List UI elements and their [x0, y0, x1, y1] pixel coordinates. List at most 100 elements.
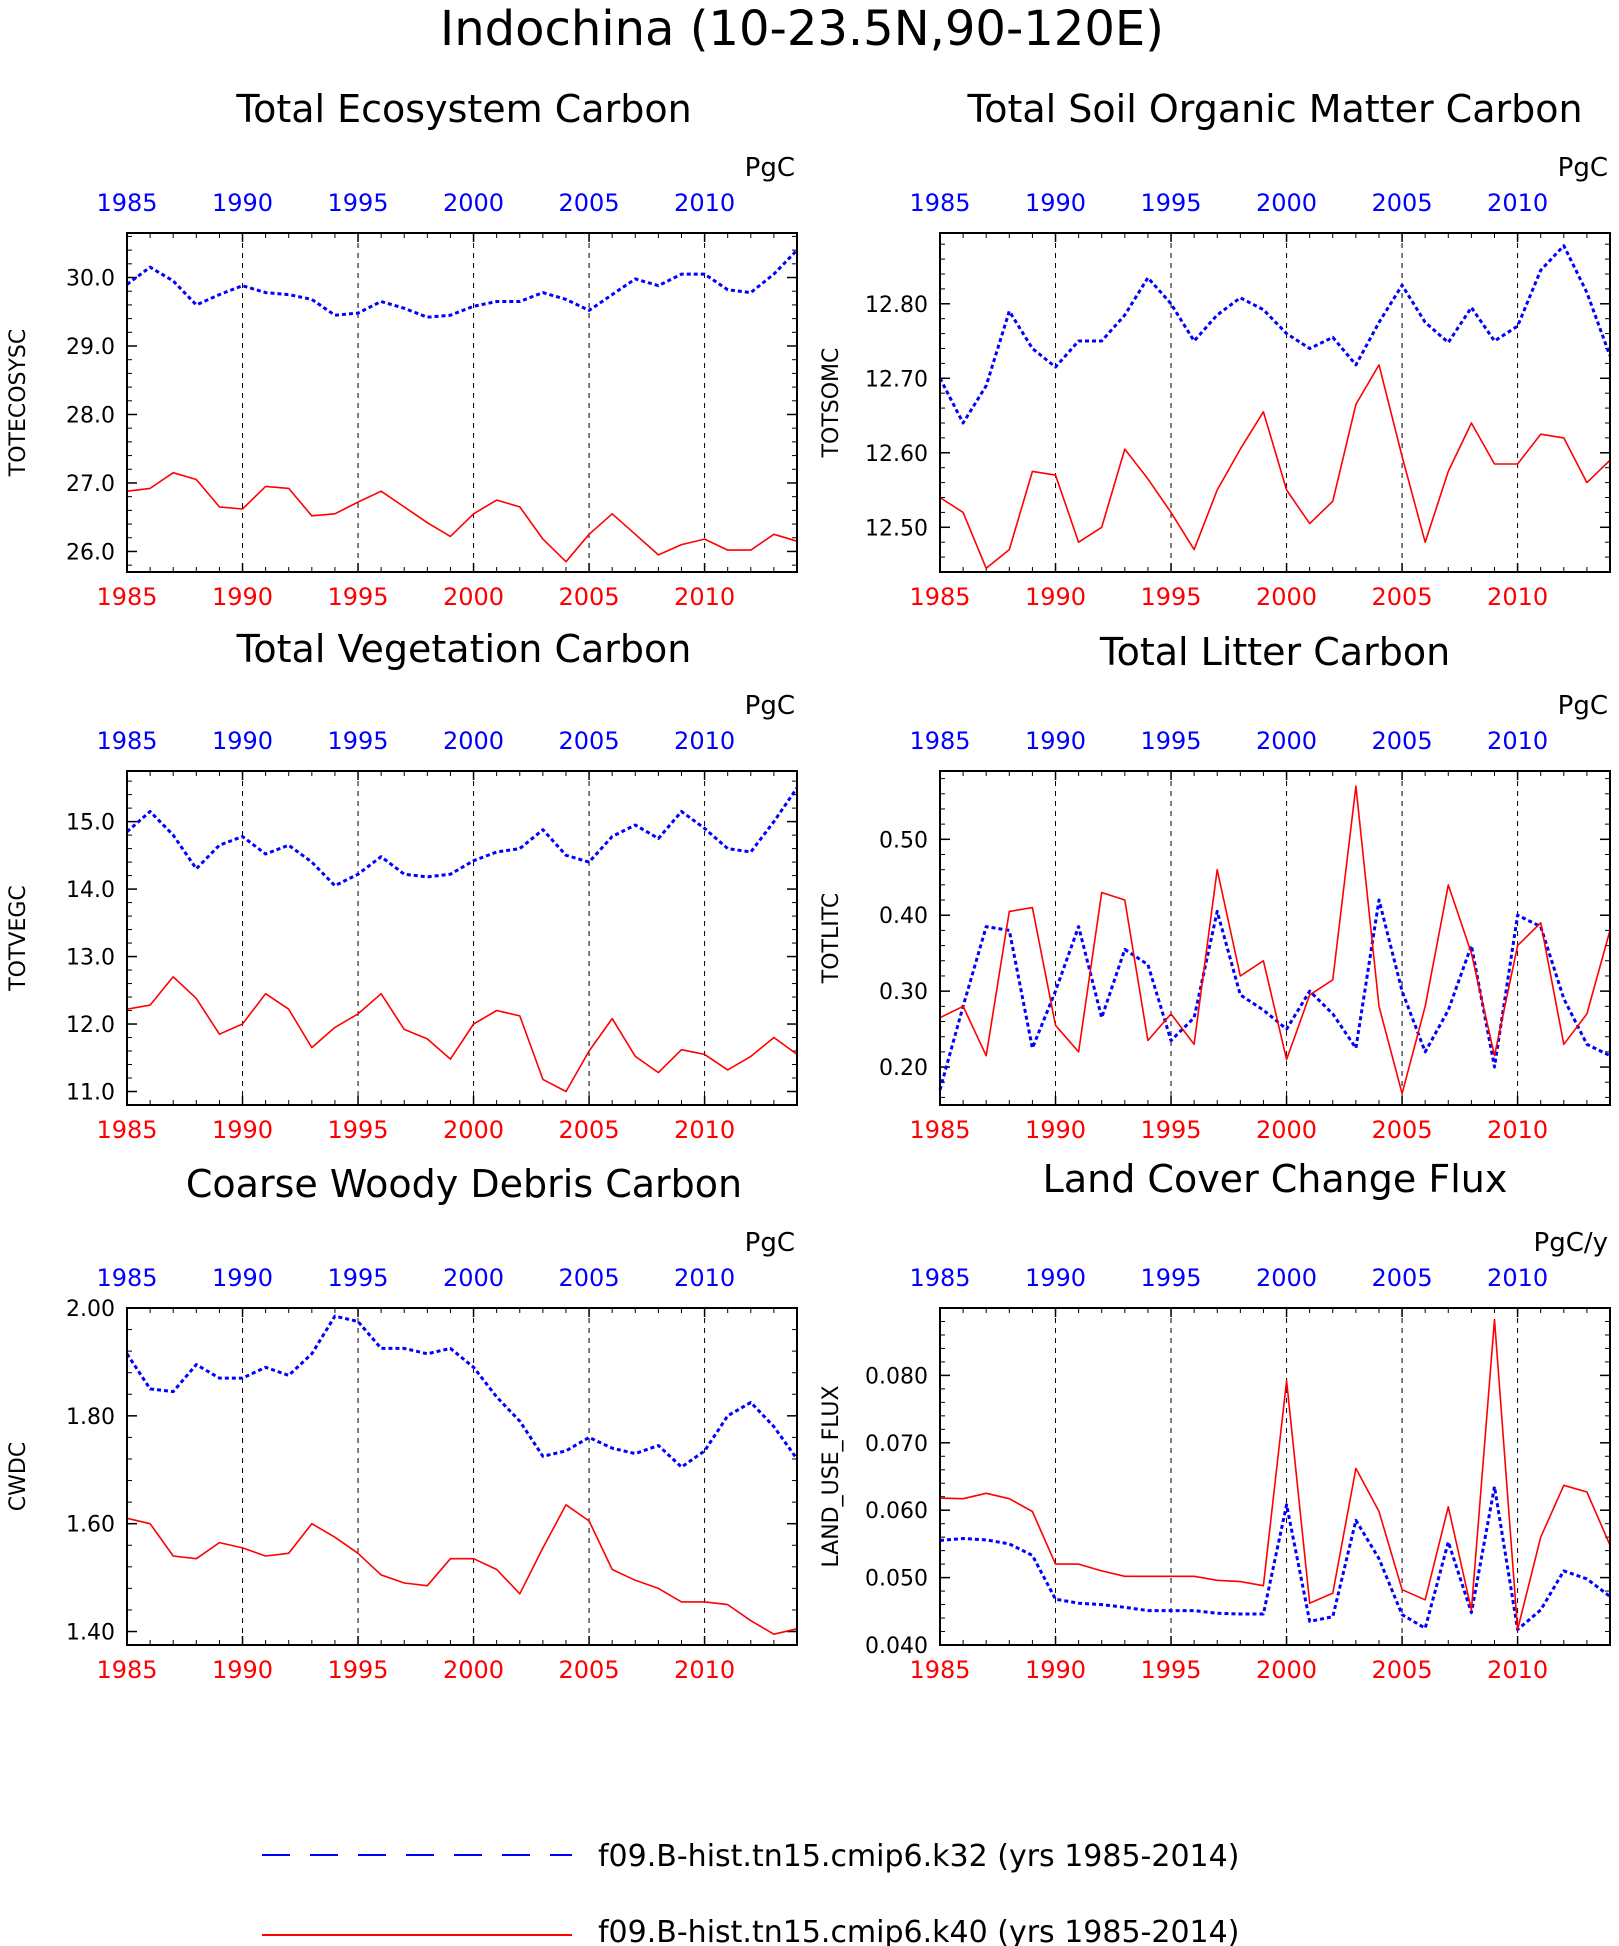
x-tick-label-bottom: 2005 [1372, 1656, 1433, 1684]
x-tick-label-top: 2005 [1372, 1264, 1433, 1292]
x-tick-label-top: 1995 [1140, 727, 1201, 755]
y-axis-label: TOTSOMC [819, 348, 844, 459]
y-tick-label: 27.0 [66, 472, 115, 497]
main-title: Indochina (10-23.5N,90-120E) [440, 1, 1164, 57]
x-tick-label-top: 2000 [1256, 189, 1317, 217]
y-tick-label: 14.0 [66, 878, 115, 903]
chart-panel-2: Total Soil Organic Matter Carbon PgC 1985 1… [819, 87, 1612, 611]
x-tick-label-bottom: 2005 [1372, 583, 1433, 611]
y-tick-label: 11.0 [66, 1081, 115, 1106]
chart-panel-4: Total Litter Carbon PgC 1985 1985 1990 1990 19… [819, 630, 1611, 1144]
x-tick-label-top: 1990 [1025, 1264, 1086, 1292]
series-line-k32 [126, 787, 799, 888]
x-tick-label-top: 1990 [1025, 189, 1086, 217]
x-tick-label-top: 1995 [1140, 189, 1201, 217]
x-tick-label-bottom: 2000 [1256, 1656, 1317, 1684]
y-axis-label: LAND_USE_FLUX [819, 1385, 844, 1567]
panel-title: Coarse Woody Debris Carbon [186, 1162, 742, 1206]
plot-frame [939, 1307, 1611, 1646]
panel-title: Total Soil Organic Matter Carbon [966, 87, 1582, 131]
x-tick-label-top: 1995 [327, 1264, 388, 1292]
y-tick-label: 0.040 [865, 1634, 928, 1659]
x-tick-label-top: 1990 [1025, 727, 1086, 755]
x-tick-label-top: 2010 [1487, 189, 1548, 217]
x-tick-label-top: 2010 [674, 189, 735, 217]
legend-label-k40: f09.B-hist.tn15.cmip6.k40 (yrs 1985-2014… [598, 1915, 1239, 1946]
x-tick-label-bottom: 2005 [1372, 1116, 1433, 1144]
y-tick-label: 12.0 [66, 1013, 115, 1038]
x-tick-label-bottom: 1990 [212, 1656, 273, 1684]
y-tick-label: 0.40 [879, 904, 928, 929]
x-tick-label-top: 2010 [1487, 727, 1548, 755]
y-axis-label: CWDC [6, 1442, 31, 1511]
x-tick-label-top: 1985 [909, 1264, 970, 1292]
units-label: PgC [1558, 153, 1608, 183]
units-label: PgC [1558, 691, 1608, 721]
series-line-k40 [126, 471, 798, 563]
x-tick-label-bottom: 1990 [1025, 1116, 1086, 1144]
x-tick-label-bottom: 1995 [327, 1656, 388, 1684]
series-line-k32 [125, 1314, 799, 1469]
x-tick-label-bottom: 1990 [212, 583, 273, 611]
y-tick-label: 12.60 [865, 442, 928, 467]
x-tick-label-bottom: 2010 [674, 1656, 735, 1684]
x-tick-label-bottom: 2000 [443, 1656, 504, 1684]
y-tick-label: 0.080 [865, 1364, 928, 1389]
x-tick-label-top: 2005 [559, 727, 620, 755]
series-line-k32 [938, 244, 1612, 425]
x-tick-label-top: 1985 [909, 727, 970, 755]
x-tick-label-top: 2000 [443, 1264, 504, 1292]
x-tick-label-top: 2000 [1256, 1264, 1317, 1292]
x-tick-label-bottom: 2000 [443, 583, 504, 611]
x-tick-label-bottom: 2005 [559, 583, 620, 611]
x-tick-label-top: 1985 [909, 189, 970, 217]
series-line-k40 [126, 1504, 798, 1635]
x-tick-label-bottom: 2005 [559, 1656, 620, 1684]
x-tick-label-bottom: 2010 [674, 583, 735, 611]
plot-frame [939, 232, 1611, 573]
x-tick-label-top: 2005 [559, 189, 620, 217]
x-tick-label-top: 2010 [674, 1264, 735, 1292]
y-axis-label: TOTLITC [819, 893, 844, 984]
x-tick-label-top: 1990 [212, 727, 273, 755]
panel-title: Land Cover Change Flux [1043, 1157, 1508, 1201]
plot-frame [939, 770, 1611, 1106]
x-tick-label-top: 1990 [212, 1264, 273, 1292]
y-axis-label: TOTECOSYSC [6, 329, 31, 478]
x-tick-label-bottom: 1985 [909, 1116, 970, 1144]
y-tick-label: 12.50 [865, 516, 928, 541]
series-line-k40 [939, 785, 1611, 1095]
series-line-k32 [126, 249, 799, 319]
series-line-k40 [939, 1318, 1611, 1631]
x-tick-label-bottom: 1995 [327, 583, 388, 611]
x-tick-label-bottom: 1995 [1140, 583, 1201, 611]
x-tick-label-bottom: 2000 [1256, 583, 1317, 611]
x-tick-label-bottom: 2010 [1487, 1116, 1548, 1144]
chart-panel-3: Total Vegetation Carbon PgC 1985 1985 1990 19… [6, 627, 799, 1144]
x-tick-label-top: 2010 [674, 727, 735, 755]
units-label: PgC/y [1534, 1228, 1608, 1258]
units-label: PgC [745, 691, 795, 721]
x-tick-label-bottom: 1985 [96, 1656, 157, 1684]
panel-title: Total Ecosystem Carbon [235, 87, 691, 131]
x-tick-label-bottom: 2010 [1487, 1656, 1548, 1684]
y-tick-label: 15.0 [66, 811, 115, 836]
x-tick-label-bottom: 2000 [443, 1116, 504, 1144]
x-tick-label-top: 1985 [96, 1264, 157, 1292]
y-tick-label: 12.70 [865, 367, 928, 392]
plot-frame [126, 1307, 798, 1646]
y-tick-label: 0.30 [879, 980, 928, 1005]
plot-frame [126, 770, 798, 1106]
y-tick-label: 0.050 [865, 1567, 928, 1592]
y-tick-label: 29.0 [66, 335, 115, 360]
y-tick-label: 2.00 [66, 1297, 115, 1322]
plot-frame [126, 232, 798, 573]
series-line-k40 [126, 975, 798, 1093]
x-tick-label-bottom: 1985 [909, 583, 970, 611]
x-tick-label-bottom: 1990 [1025, 1656, 1086, 1684]
series-line-k32 [938, 898, 1611, 1091]
x-tick-label-bottom: 1995 [1140, 1656, 1201, 1684]
x-tick-label-top: 1995 [327, 189, 388, 217]
